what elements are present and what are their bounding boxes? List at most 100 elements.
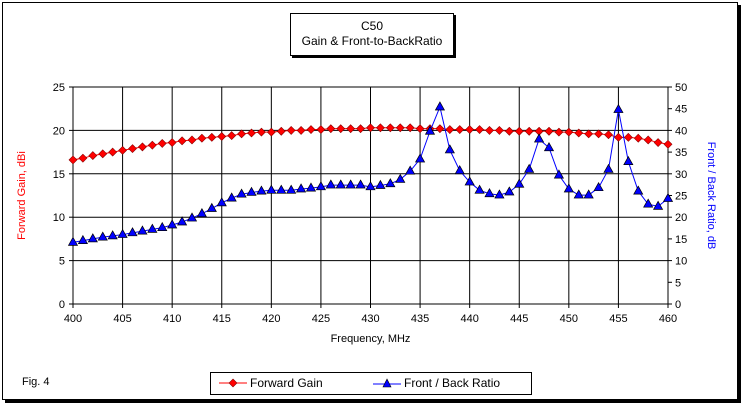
data-point-front-back-ratio xyxy=(533,133,545,143)
data-point-front-back-ratio xyxy=(464,176,475,186)
legend-marker-triangle-icon xyxy=(373,378,401,388)
data-point-front-back-ratio xyxy=(355,179,366,189)
data-point-forward-gain xyxy=(207,132,217,142)
data-point-front-back-ratio xyxy=(563,183,574,193)
data-point-forward-gain xyxy=(356,124,366,134)
x-tick-label: 400 xyxy=(64,313,82,325)
data-point-forward-gain xyxy=(574,128,584,138)
data-point-forward-gain xyxy=(445,125,455,134)
data-point-forward-gain xyxy=(336,124,346,134)
data-point-front-back-ratio xyxy=(226,192,237,202)
x-tick-label: 445 xyxy=(510,313,528,325)
y2-tick-label: 45 xyxy=(675,104,687,116)
data-point-forward-gain xyxy=(405,123,415,133)
data-point-forward-gain xyxy=(465,125,475,134)
data-point-forward-gain xyxy=(197,133,207,143)
data-point-forward-gain xyxy=(385,123,395,133)
chart-title-box: C50 Gain & Front-to-BackRatio xyxy=(290,13,454,56)
data-point-forward-gain xyxy=(475,125,485,134)
data-point-front-back-ratio xyxy=(652,200,664,210)
data-point-forward-gain xyxy=(435,124,445,134)
data-point-front-back-ratio xyxy=(325,179,336,189)
y-tick-label: 20 xyxy=(53,125,65,137)
data-point-forward-gain xyxy=(177,136,187,146)
data-point-front-back-ratio xyxy=(186,212,198,222)
chart-title: C50 xyxy=(360,19,383,33)
data-point-front-back-ratio xyxy=(295,183,307,193)
data-point-front-back-ratio xyxy=(573,189,584,199)
legend-item-front-back-ratio: Front / Back Ratio xyxy=(373,376,500,390)
x-tick-label: 420 xyxy=(262,313,280,325)
data-point-forward-gain xyxy=(346,124,356,134)
data-point-front-back-ratio xyxy=(107,230,118,240)
data-point-front-back-ratio xyxy=(196,208,208,218)
y-tick-label: 0 xyxy=(59,299,65,311)
y-tick-label: 5 xyxy=(59,256,65,268)
data-point-front-back-ratio xyxy=(176,216,188,226)
data-point-front-back-ratio xyxy=(167,219,178,229)
data-point-front-back-ratio xyxy=(266,184,277,194)
data-point-front-back-ratio xyxy=(613,103,624,113)
data-point-front-back-ratio xyxy=(583,189,594,199)
data-point-front-back-ratio xyxy=(444,144,455,154)
data-point-front-back-ratio xyxy=(256,185,267,195)
data-point-front-back-ratio xyxy=(504,186,515,196)
y-tick-label: 10 xyxy=(53,212,65,224)
y2-tick-label: 50 xyxy=(675,82,687,94)
data-point-front-back-ratio xyxy=(454,165,465,175)
x-axis-label: Frequency, MHz xyxy=(331,333,411,345)
data-point-forward-gain xyxy=(395,123,405,133)
data-point-front-back-ratio xyxy=(414,153,426,163)
y2-axis-label: Front / Back Ratio, dB xyxy=(705,142,717,250)
data-point-forward-gain xyxy=(604,130,613,140)
y-tick-label: 15 xyxy=(53,169,65,181)
data-point-front-back-ratio xyxy=(385,178,396,188)
y2-tick-label: 20 xyxy=(675,212,687,224)
data-point-front-back-ratio xyxy=(137,225,148,235)
data-point-forward-gain xyxy=(564,127,574,137)
data-point-forward-gain xyxy=(316,125,326,134)
data-point-front-back-ratio xyxy=(157,221,168,231)
data-point-forward-gain xyxy=(147,140,157,150)
x-tick-label: 455 xyxy=(609,313,627,325)
data-point-front-back-ratio xyxy=(147,223,158,233)
data-point-front-back-ratio xyxy=(365,181,376,191)
legend-item-forward-gain: Forward Gain xyxy=(219,376,323,390)
data-point-front-back-ratio xyxy=(524,163,535,173)
data-point-forward-gain xyxy=(643,135,653,145)
y2-tick-label: 40 xyxy=(675,125,687,137)
data-point-forward-gain xyxy=(217,132,227,141)
data-point-front-back-ratio xyxy=(603,163,614,173)
data-point-forward-gain xyxy=(415,124,425,134)
data-point-forward-gain xyxy=(118,145,128,155)
data-point-front-back-ratio xyxy=(543,142,555,152)
data-point-forward-gain xyxy=(584,129,594,139)
data-point-front-back-ratio xyxy=(434,101,446,111)
data-point-front-back-ratio xyxy=(97,231,108,241)
data-point-forward-gain xyxy=(455,125,465,134)
chart-subtitle: Gain & Front-to-BackRatio xyxy=(301,34,443,48)
data-point-front-back-ratio xyxy=(236,188,247,198)
data-point-front-back-ratio xyxy=(345,179,356,189)
data-point-forward-gain xyxy=(653,138,663,147)
x-tick-label: 460 xyxy=(659,313,677,325)
legend: Forward Gain Front / Back Ratio xyxy=(210,372,532,395)
y-axis-label: Forward Gain, dBi xyxy=(16,151,28,240)
data-point-front-back-ratio xyxy=(127,227,138,237)
data-point-front-back-ratio xyxy=(662,192,674,202)
data-point-front-back-ratio xyxy=(375,179,386,189)
data-point-forward-gain xyxy=(326,124,336,134)
data-point-forward-gain xyxy=(128,144,137,154)
x-tick-label: 415 xyxy=(213,313,231,325)
data-point-front-back-ratio xyxy=(305,182,317,192)
y2-tick-label: 25 xyxy=(675,191,687,203)
data-point-front-back-ratio xyxy=(474,184,485,194)
data-point-forward-gain xyxy=(286,125,296,135)
data-point-forward-gain xyxy=(266,127,276,137)
data-point-forward-gain xyxy=(544,126,554,136)
data-point-forward-gain xyxy=(623,132,633,142)
x-tick-label: 430 xyxy=(361,313,379,325)
y2-tick-label: 30 xyxy=(675,169,687,181)
data-point-front-back-ratio xyxy=(484,188,495,198)
